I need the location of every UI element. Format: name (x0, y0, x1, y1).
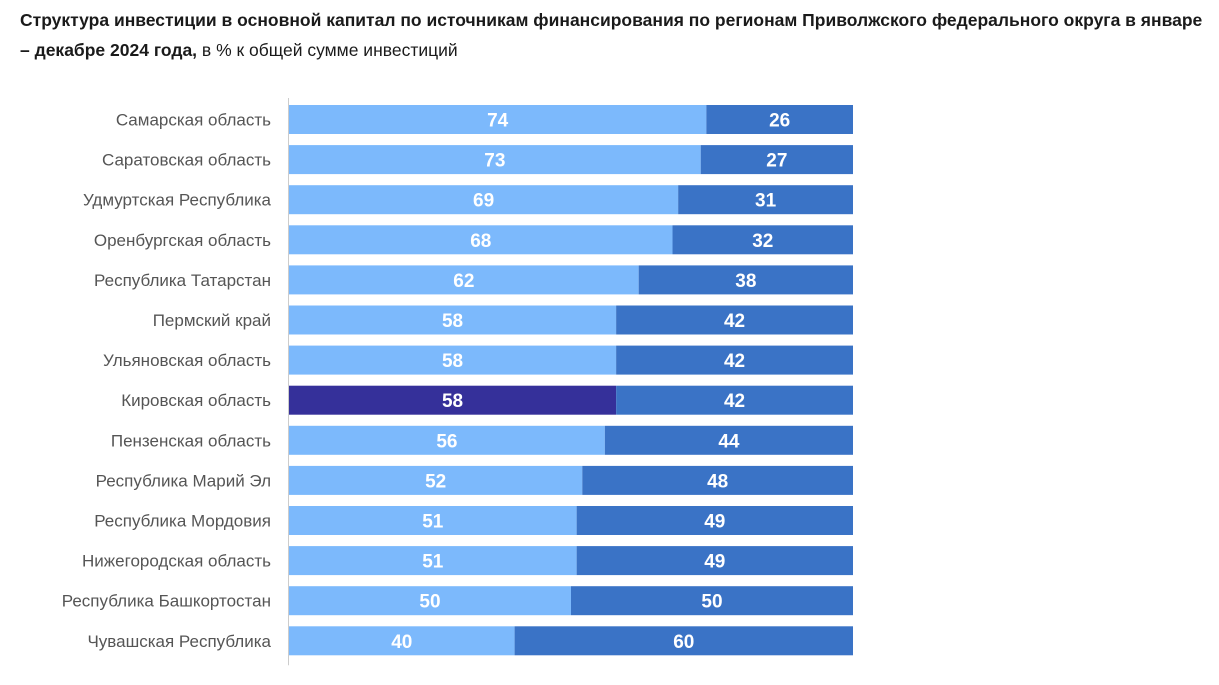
bar-segment (289, 385, 617, 415)
bar-segment (289, 105, 707, 134)
category-label: Нижегородская область (82, 552, 271, 571)
bar-segment (616, 305, 853, 335)
bar-segment (571, 586, 853, 616)
data-label: 32 (752, 231, 773, 252)
category-label: Саратовская область (102, 151, 271, 170)
chart-title-bold: Структура инвестиции в основной капитал … (20, 10, 1203, 60)
data-label: 44 (718, 431, 740, 452)
data-label: 42 (724, 311, 745, 332)
bar-segment (289, 425, 605, 455)
data-label: 69 (473, 191, 494, 212)
data-label: 26 (769, 111, 790, 132)
bar-segment (582, 465, 853, 495)
stacked-bar-chart: Самарская область 74 26 Саратовская область… (62, 98, 853, 666)
category-label: Республика Мордовия (94, 512, 271, 531)
category-label: Оренбургская область (94, 231, 271, 250)
data-label: 42 (724, 351, 745, 372)
category-label: Республика Башкортостан (62, 592, 271, 611)
bar-segment (678, 185, 853, 215)
bar-segment (706, 105, 853, 134)
bar-segment (616, 345, 853, 375)
category-label: Кировская область (121, 391, 271, 410)
data-label: 62 (453, 271, 474, 292)
bar-segment (638, 265, 853, 295)
category-label: Ульяновская область (103, 351, 271, 370)
data-label: 31 (755, 191, 777, 212)
data-label: 38 (735, 271, 756, 292)
bar-segment (289, 506, 577, 535)
bar-segment (604, 425, 853, 455)
bar-segment (672, 225, 853, 255)
data-label: 73 (484, 151, 505, 172)
data-label: 58 (442, 351, 463, 372)
bar-segment (289, 465, 583, 495)
data-label: 48 (707, 471, 728, 492)
category-label: Пензенская область (111, 431, 271, 450)
data-label: 58 (442, 391, 463, 412)
data-label: 60 (673, 632, 694, 653)
category-label: Удмуртская Республика (83, 191, 272, 210)
chart-subtitle: в % к общей сумме инвестиций (201, 40, 458, 60)
bar-segment (289, 586, 571, 616)
bar-segment (289, 265, 639, 295)
data-label: 49 (704, 552, 725, 573)
bar-segment (289, 185, 679, 215)
chart-title: Структура инвестиции в основной капитал … (20, 5, 1205, 65)
data-label: 68 (470, 231, 491, 252)
bar-segment (289, 225, 673, 255)
data-label: 42 (724, 391, 745, 412)
bar-segment (289, 145, 701, 175)
data-label: 49 (704, 512, 725, 533)
bar-segment (700, 145, 853, 175)
data-label: 52 (425, 471, 446, 492)
bar-segment (289, 546, 577, 576)
data-label: 56 (436, 431, 457, 452)
bar-segment (289, 626, 515, 656)
bar-segment (514, 626, 853, 656)
data-label: 50 (419, 592, 440, 613)
data-label: 27 (766, 151, 787, 172)
data-label: 40 (391, 632, 412, 653)
bar-segment (289, 345, 617, 375)
bar-segment (616, 385, 853, 415)
data-label: 50 (701, 592, 722, 613)
bar-segment (289, 305, 617, 335)
data-label: 74 (487, 111, 509, 132)
category-label: Чувашская Республика (87, 632, 271, 651)
category-label: Самарская область (116, 111, 271, 130)
category-label: Пермский край (153, 311, 271, 330)
data-label: 58 (442, 311, 463, 332)
bar-segment (576, 546, 853, 576)
data-label: 51 (422, 512, 444, 533)
category-label: Республика Марий Эл (96, 471, 271, 490)
bar-segment (576, 506, 853, 535)
category-label: Республика Татарстан (94, 271, 271, 290)
data-label: 51 (422, 552, 444, 573)
